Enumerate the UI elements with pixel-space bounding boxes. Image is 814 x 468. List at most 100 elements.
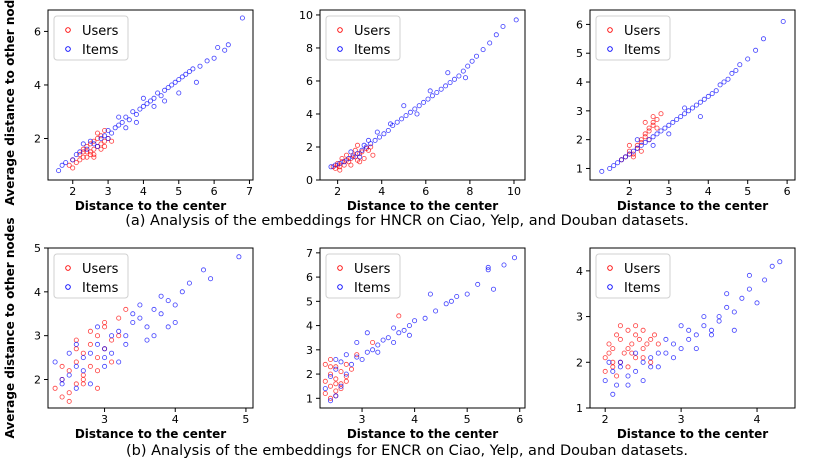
data-point: [105, 135, 111, 141]
data-point: [333, 366, 339, 372]
legend: Users Items: [53, 253, 129, 299]
data-point: [469, 58, 475, 64]
y-tick-label: 10: [299, 9, 313, 22]
data-point: [462, 75, 468, 81]
data-point: [611, 163, 617, 169]
data-point: [109, 359, 115, 365]
data-point: [610, 346, 616, 352]
data-point: [443, 301, 449, 307]
data-point: [634, 137, 640, 143]
data-point: [513, 17, 519, 23]
data-point: [652, 332, 658, 338]
data-point: [357, 159, 363, 165]
data-point: [640, 327, 646, 333]
data-point: [80, 154, 86, 160]
data-point: [658, 128, 664, 134]
data-point: [109, 138, 115, 144]
x-tick-label: 4: [140, 185, 147, 198]
data-point: [66, 390, 72, 396]
data-point: [625, 346, 631, 352]
data-point: [443, 83, 449, 89]
x-tick-label: 8: [466, 185, 473, 198]
x-tick-label: 6: [516, 413, 523, 426]
data-point: [709, 327, 715, 333]
data-point: [434, 90, 440, 96]
data-point: [625, 327, 631, 333]
data-point: [109, 337, 115, 343]
data-point: [109, 333, 115, 339]
data-point: [701, 323, 707, 329]
data-point: [73, 341, 79, 347]
data-point: [385, 127, 391, 133]
data-point: [364, 330, 370, 336]
data-point: [327, 398, 333, 404]
y-tick-label: 2: [576, 134, 583, 147]
data-point: [327, 383, 333, 389]
data-point: [445, 70, 451, 76]
data-point: [73, 152, 79, 158]
data-point: [354, 339, 360, 345]
data-point: [633, 332, 639, 338]
legend-marker-items: [607, 284, 613, 290]
data-point: [109, 130, 115, 136]
data-point: [98, 133, 104, 139]
legend-label-items: Items: [624, 43, 661, 58]
data-point: [686, 336, 692, 342]
plot-frame: [319, 247, 526, 409]
data-point: [387, 121, 393, 127]
chart-encr-yelp: 3 4 5 6 1 2 3 4 5 6 7 Distance to the center Users It…: [306, 247, 526, 440]
data-point: [354, 352, 360, 358]
data-point: [454, 293, 460, 299]
plot-frame: [319, 9, 526, 181]
legend: Users Items: [53, 15, 129, 61]
x-tick-label: 10: [507, 185, 521, 198]
data-point: [396, 330, 402, 336]
legend-marker-users: [607, 27, 613, 33]
series-items: [322, 255, 518, 404]
data-point: [375, 342, 381, 348]
data-point: [95, 385, 101, 391]
chart-hncr-yelp: 2 4 6 8 10 0 2 4 6 8 10 Distance to the center Users…: [299, 9, 526, 213]
legend-label-items: Items: [624, 281, 661, 296]
data-point: [754, 300, 760, 306]
data-point: [348, 149, 354, 155]
data-point: [73, 363, 79, 369]
data-point: [671, 341, 677, 347]
data-point: [746, 286, 752, 292]
data-point: [610, 368, 616, 374]
data-point: [80, 146, 86, 152]
data-point: [671, 355, 677, 361]
data-point: [137, 106, 143, 112]
data-point: [333, 388, 339, 394]
data-point: [485, 264, 491, 270]
data-point: [59, 376, 65, 382]
data-point: [731, 327, 737, 333]
data-point: [348, 162, 354, 168]
y-tick-label: 1: [576, 402, 583, 415]
data-point: [109, 350, 115, 356]
legend-box: [595, 15, 671, 61]
data-point: [642, 119, 648, 125]
data-point: [70, 157, 76, 163]
legend-box: [595, 253, 671, 299]
data-point: [655, 364, 661, 370]
y-tick-label: 7: [306, 247, 313, 260]
data-point: [87, 381, 93, 387]
data-point: [654, 131, 660, 137]
y-tick-label: 6: [306, 271, 313, 284]
data-point: [162, 87, 168, 93]
data-point: [343, 378, 349, 384]
data-point: [151, 306, 157, 312]
data-point: [640, 346, 646, 352]
data-point: [165, 324, 171, 330]
data-point: [95, 341, 101, 347]
data-point: [636, 336, 642, 342]
x-tick-label: 4: [754, 413, 761, 426]
data-point: [650, 122, 656, 128]
legend-marker-users: [337, 27, 343, 33]
x-tick-label: 6: [784, 185, 791, 198]
data-point: [414, 111, 420, 117]
data-point: [151, 103, 157, 109]
x-tick-label: 5: [464, 413, 471, 426]
data-point: [151, 95, 157, 101]
